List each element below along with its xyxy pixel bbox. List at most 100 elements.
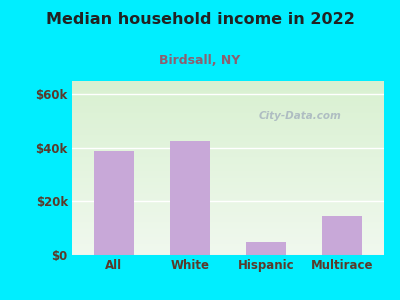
Bar [72,123,384,124]
Bar [72,233,384,234]
Bar [72,225,384,226]
Bar [72,143,384,144]
Bar [72,128,384,129]
Bar [72,232,384,233]
Bar [72,238,384,239]
Bar [72,94,384,95]
Bar [72,205,384,206]
Bar [72,189,384,190]
Bar [72,214,384,215]
Bar [72,174,384,175]
Bar [72,138,384,139]
Bar [72,192,384,193]
Bar [72,112,384,113]
Bar [72,197,384,198]
Bar [72,240,384,241]
Bar [72,108,384,109]
Bar [72,164,384,165]
Bar [72,220,384,221]
Bar [72,181,384,182]
Bar [72,163,384,164]
Bar [72,154,384,155]
Bar [72,101,384,102]
Bar [72,113,384,114]
Bar [72,188,384,189]
Bar [72,120,384,121]
Bar [72,84,384,85]
Bar [72,136,384,137]
Bar [72,81,384,82]
Bar [72,96,384,97]
Bar [72,251,384,252]
Bar [72,194,384,195]
Bar [72,229,384,230]
Bar [72,103,384,104]
Bar [72,195,384,196]
Bar [72,88,384,89]
Bar [72,237,384,238]
Bar [72,102,384,103]
Bar [72,210,384,211]
Bar [72,82,384,83]
Bar [72,139,384,140]
Bar [72,83,384,84]
Bar [72,170,384,171]
Bar [72,234,384,235]
Bar [72,114,384,115]
Bar [72,156,384,157]
Bar [72,216,384,217]
Bar [72,249,384,250]
Bar [72,213,384,214]
Bar [72,121,384,122]
Bar [72,155,384,156]
Bar [72,157,384,158]
Bar [72,245,384,246]
Text: Median household income in 2022: Median household income in 2022 [46,12,354,27]
Bar [72,191,384,192]
Bar [72,182,384,183]
Bar [72,148,384,149]
Bar [72,198,384,199]
Bar [72,160,384,161]
Bar [72,132,384,133]
Bar [72,211,384,212]
Bar [72,115,384,116]
Bar [72,134,384,135]
Bar [72,241,384,242]
Bar [72,131,384,132]
Bar [72,93,384,94]
Bar [72,247,384,248]
Bar [72,199,384,200]
Bar [72,159,384,160]
Bar [72,215,384,216]
Bar [72,173,384,174]
Bar [72,200,384,201]
Bar [72,135,384,136]
Bar [72,206,384,207]
Bar [72,91,384,92]
Bar [72,208,384,209]
Bar [72,98,384,99]
Bar [72,127,384,128]
Bar [72,224,384,225]
Bar [72,203,384,204]
Bar [72,105,384,106]
Bar [72,230,384,231]
Bar [72,186,384,187]
Bar [72,85,384,86]
Bar [72,89,384,90]
Bar [72,246,384,247]
Bar [72,250,384,251]
Bar [72,118,384,119]
Bar [72,109,384,110]
Bar [72,244,384,245]
Bar [72,92,384,93]
Bar [72,165,384,166]
Bar [72,166,384,167]
Bar [72,235,384,236]
Bar [72,221,384,222]
Bar [72,122,384,123]
Bar [72,104,384,105]
Bar [72,167,384,168]
Bar [72,106,384,107]
